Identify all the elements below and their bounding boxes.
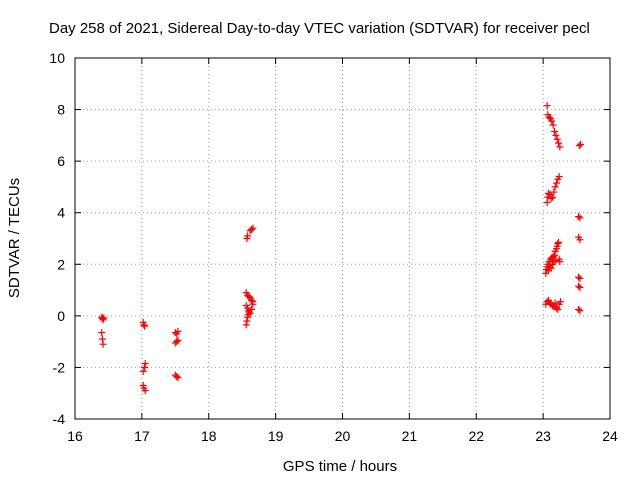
- x-tick-label: 24: [602, 428, 618, 444]
- chart-title: Day 258 of 2021, Sidereal Day-to-day VTE…: [49, 20, 590, 37]
- data-point: [141, 360, 149, 368]
- data-point: [550, 188, 558, 196]
- data-point: [575, 273, 583, 281]
- data-point: [244, 232, 252, 240]
- x-tick-label: 16: [67, 428, 83, 444]
- data-point: [141, 322, 149, 330]
- data-point: [548, 117, 556, 125]
- data-point: [543, 102, 551, 110]
- y-tick-label: 10: [49, 50, 65, 66]
- data-point: [555, 238, 563, 246]
- data-point: [549, 121, 557, 129]
- x-tick-label: 22: [468, 428, 484, 444]
- x-tick-label: 17: [134, 428, 150, 444]
- data-point: [547, 264, 555, 272]
- data-point: [139, 367, 147, 375]
- data-point: [554, 305, 562, 313]
- data-point: [98, 335, 106, 343]
- data-point: [547, 195, 555, 203]
- y-tick-label: 0: [57, 308, 65, 324]
- data-point: [557, 298, 565, 306]
- data-point: [248, 296, 256, 304]
- data-point: [543, 198, 551, 206]
- data-point: [98, 329, 106, 337]
- y-axis-title: SDTVAR / TECUs: [6, 178, 23, 298]
- x-tick-label: 19: [268, 428, 284, 444]
- data-point: [545, 113, 553, 121]
- y-tick-labels: -4 -2 0 2 4 6 8 10: [49, 50, 65, 427]
- data-point: [576, 283, 584, 291]
- data-point: [243, 317, 251, 325]
- grid-lines: [75, 58, 610, 419]
- data-point: [550, 251, 558, 259]
- data-point: [174, 327, 182, 335]
- data-point: [245, 293, 253, 301]
- data-point: [551, 299, 559, 307]
- data-point: [548, 193, 556, 201]
- data-point: [553, 304, 560, 312]
- data-point: [550, 127, 558, 135]
- y-tick-label: -4: [53, 411, 66, 427]
- data-point: [554, 240, 562, 248]
- data-point: [576, 214, 584, 222]
- y-tick-label: 2: [57, 256, 65, 272]
- data-point: [556, 258, 564, 266]
- y-tick-label: -2: [53, 359, 66, 375]
- x-tick-label: 20: [335, 428, 351, 444]
- data-point: [553, 179, 560, 187]
- data-point: [551, 183, 559, 191]
- y-tick-label: 4: [57, 205, 65, 221]
- data-point: [552, 256, 560, 264]
- x-tick-labels: 16 17 18 19 20 21 22 23 24: [67, 428, 618, 444]
- data-points: [98, 102, 585, 395]
- data-point: [245, 308, 253, 316]
- data-point: [174, 374, 182, 382]
- data-point: [555, 173, 563, 181]
- x-tick-label: 18: [201, 428, 217, 444]
- data-point: [100, 314, 108, 322]
- data-point: [555, 139, 563, 147]
- data-point: [575, 142, 583, 150]
- x-tick-label: 21: [402, 428, 418, 444]
- data-point: [173, 338, 181, 346]
- data-point: [576, 307, 584, 315]
- data-point: [242, 321, 250, 329]
- data-point: [575, 282, 583, 290]
- x-tick-label: 23: [535, 428, 551, 444]
- data-point: [249, 300, 257, 308]
- data-point: [544, 189, 552, 197]
- y-tick-label: 6: [57, 153, 65, 169]
- data-point: [248, 225, 256, 233]
- data-point: [141, 387, 149, 395]
- data-point: [549, 253, 557, 261]
- axis-ticks: [74, 57, 611, 420]
- data-point: [141, 363, 149, 371]
- data-point: [173, 372, 181, 380]
- data-point: [576, 274, 584, 282]
- data-point: [575, 305, 583, 313]
- data-point: [577, 140, 585, 148]
- data-point: [249, 224, 257, 232]
- data-point: [140, 321, 148, 329]
- data-point: [553, 135, 561, 143]
- data-point: [552, 131, 560, 139]
- y-tick-label: 8: [57, 102, 65, 118]
- data-point: [99, 340, 107, 348]
- x-axis-title: GPS time / hours: [283, 458, 397, 475]
- data-point: [575, 213, 583, 221]
- data-point: [174, 336, 182, 344]
- data-point: [556, 143, 564, 151]
- data-point: [576, 236, 584, 244]
